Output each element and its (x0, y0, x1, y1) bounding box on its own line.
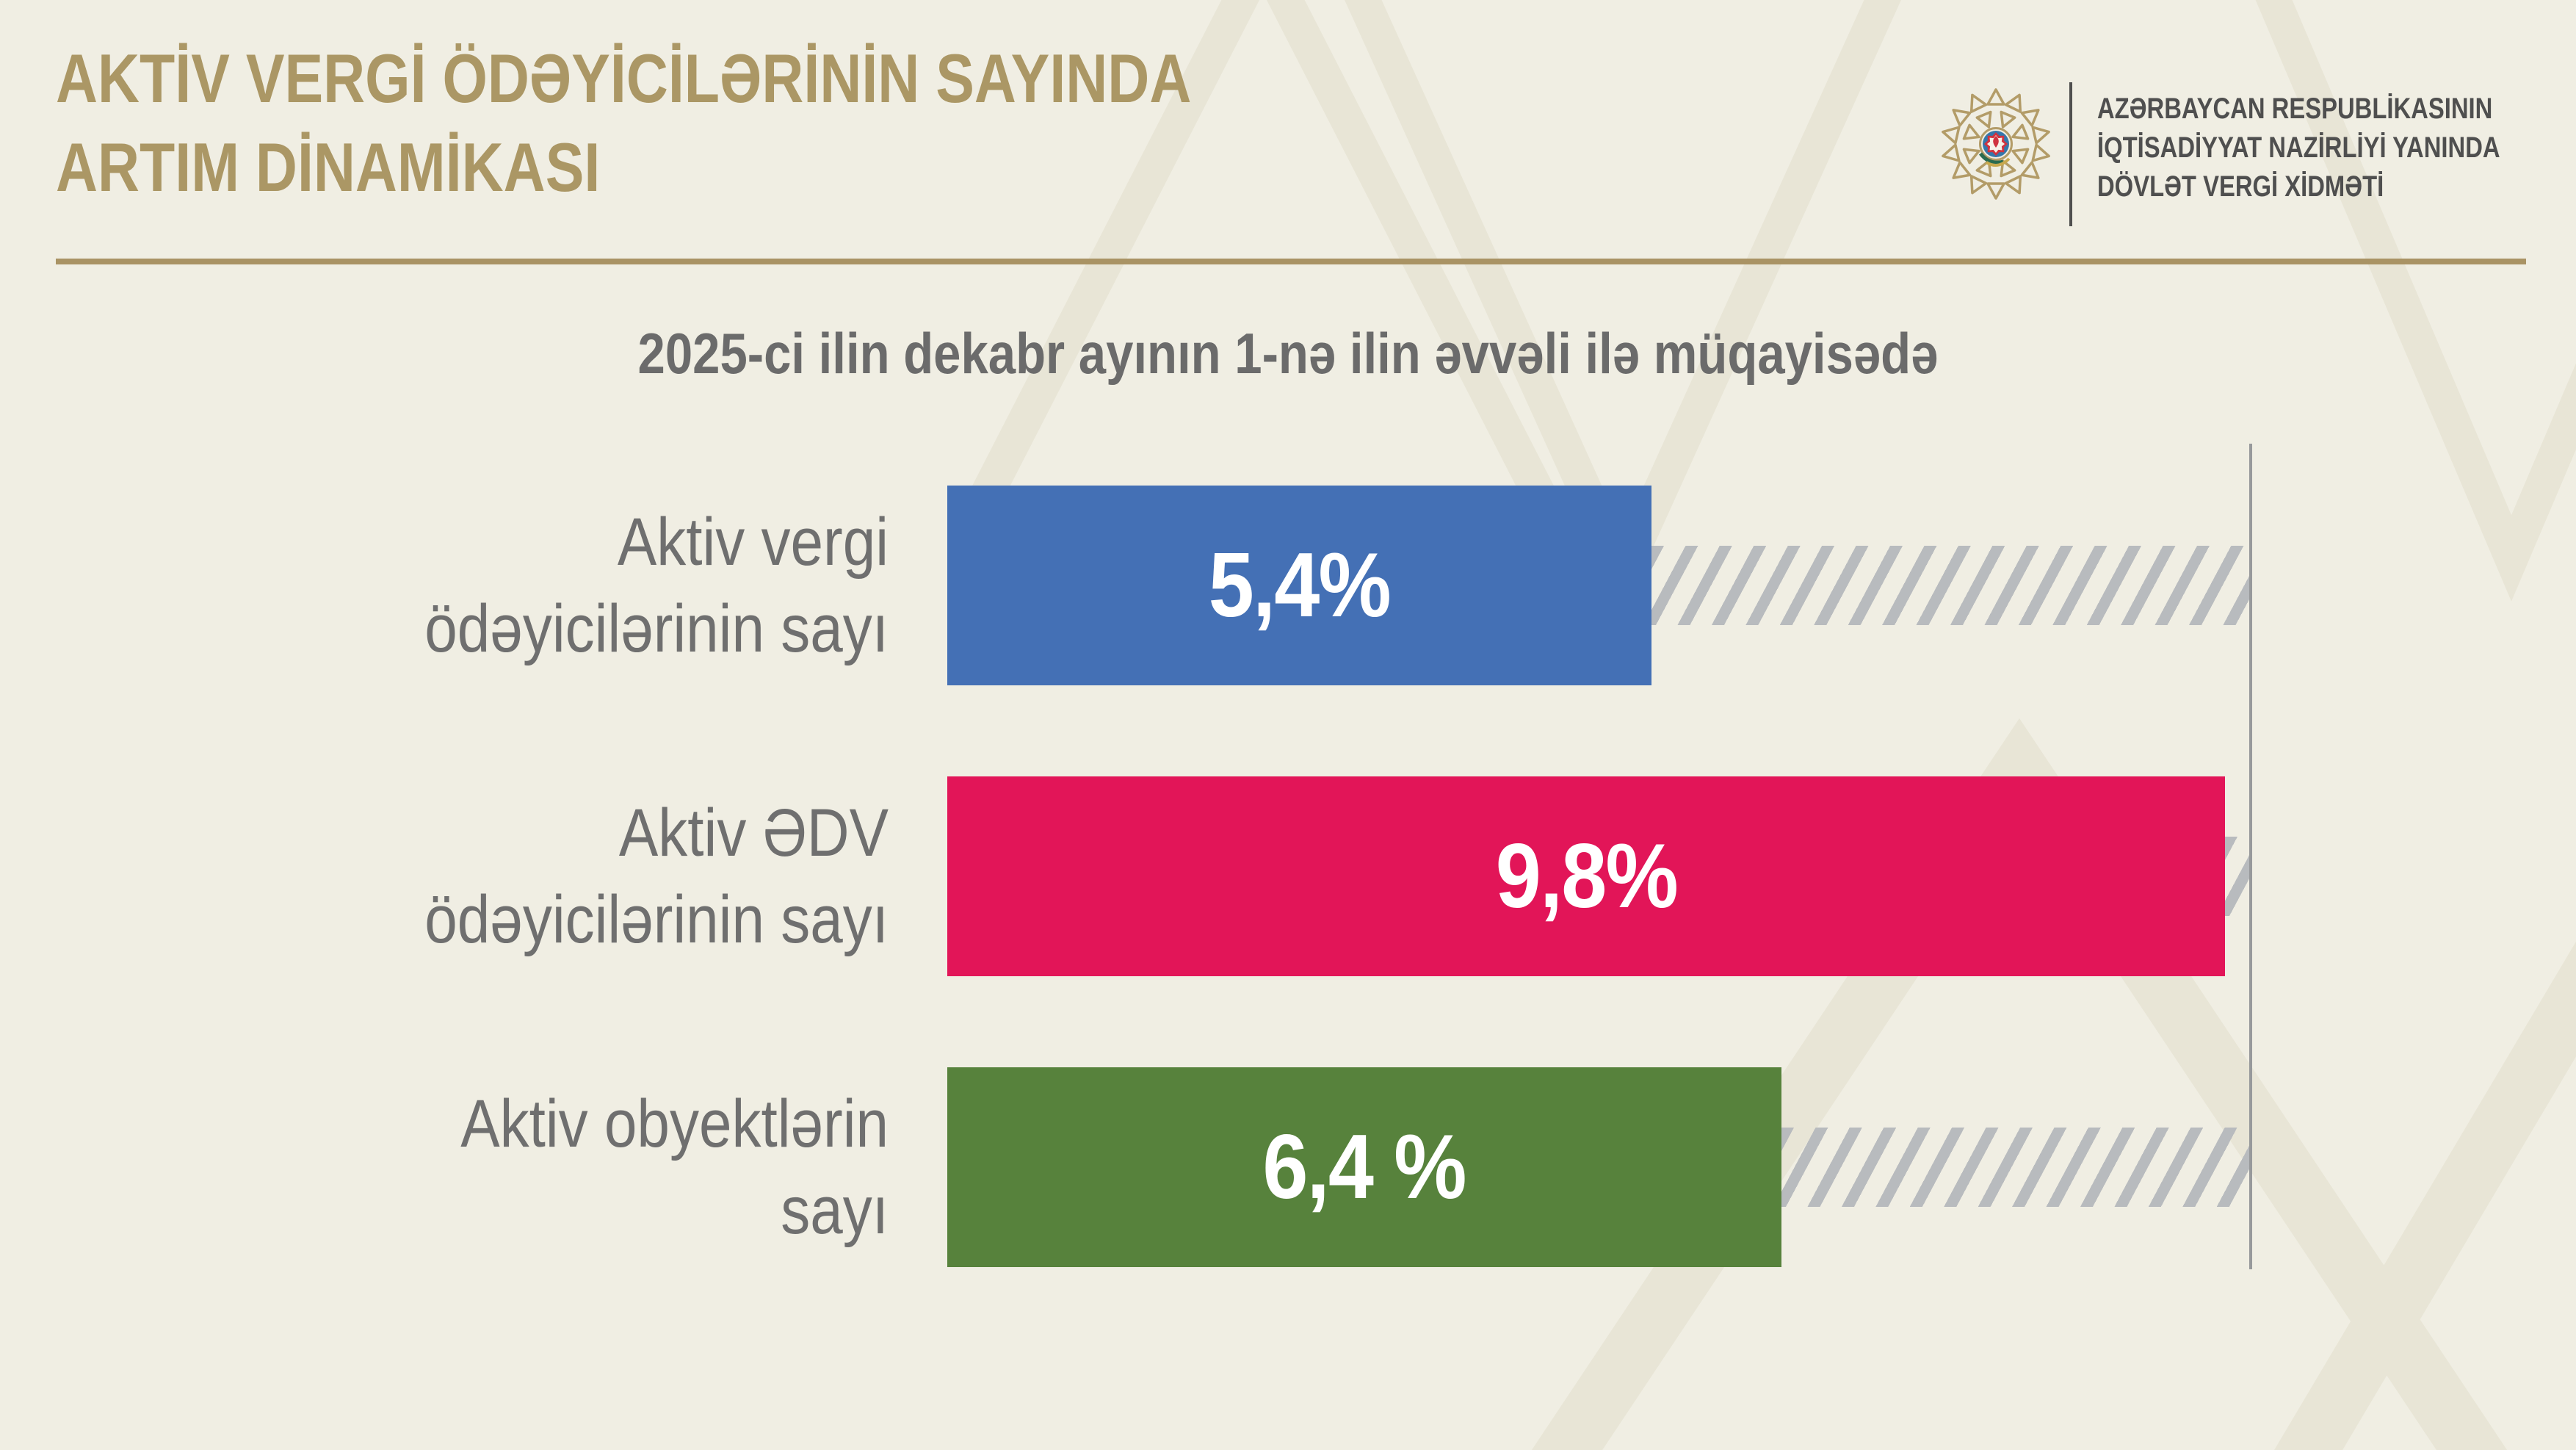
org-name: AZƏRBAYCAN RESPUBLİKASININ İQTİSADİYYAT … (2097, 90, 2500, 206)
row-label-line1: Aktiv obyektlərin (460, 1086, 889, 1161)
hatch-strip (2225, 837, 2251, 916)
bar-active-vat-payers: 9,8% (947, 776, 2225, 976)
chart-row: Aktiv vergi ödəyicilərinin sayı 5,4% (0, 486, 2576, 685)
chart-row: Aktiv obyektlərin sayı 6,4 % (0, 1067, 2576, 1267)
chart-row: Aktiv ƏDV ödəyicilərinin sayı 9,8% (0, 776, 2576, 976)
tax-service-logo-icon (1942, 88, 2050, 200)
axis-reference-line (2249, 444, 2252, 1269)
row-label-line2: ödəyicilərinin sayı (424, 882, 889, 957)
bar-value-label: 6,4 % (1262, 1117, 1467, 1218)
logo-text-divider (2069, 82, 2072, 226)
hatch-strip (1781, 1128, 2251, 1207)
chart-subtitle: 2025-ci ilin dekabr ayının 1-nə ilin əvv… (637, 321, 1939, 386)
emblem-gold-wreath (1985, 157, 2011, 167)
page-title-line1: AKTİV VERGİ ÖDƏYİCİLƏRİNİN SAYINDA (56, 40, 1192, 117)
row-label-line1: Aktiv ƏDV (618, 796, 889, 870)
bar-active-objects: 6,4 % (947, 1067, 1781, 1267)
row-label: Aktiv obyektlərin sayı (115, 1081, 889, 1254)
page-title-line2: ARTIM DİNAMİKASI (56, 129, 601, 206)
row-label-line2: ödəyicilərinin sayı (424, 591, 889, 666)
bar-value-label: 5,4% (1208, 535, 1392, 636)
hatch-strip (1651, 546, 2251, 625)
emblem-green-wreath (1979, 152, 2004, 165)
page-title: AKTİV VERGİ ÖDƏYİCİLƏRİNİN SAYINDA ARTIM… (56, 34, 1191, 212)
bar-value-label: 9,8% (1495, 826, 1678, 927)
row-label-line2: sayı (781, 1173, 889, 1248)
row-label: Aktiv vergi ödəyicilərinin sayı (115, 499, 889, 672)
bar-active-taxpayers: 5,4% (947, 486, 1651, 685)
emblem-flame (1993, 136, 1999, 148)
header-rule (56, 259, 2526, 264)
row-label-line1: Aktiv vergi (617, 505, 889, 580)
org-name-line1: AZƏRBAYCAN RESPUBLİKASININ (2097, 93, 2493, 125)
row-label: Aktiv ƏDV ödəyicilərinin sayı (115, 790, 889, 963)
org-name-line2: İQTİSADİYYAT NAZİRLİYİ YANINDA (2097, 131, 2500, 164)
org-name-line3: DÖVLƏT VERGİ XİDMƏTİ (2097, 170, 2384, 203)
